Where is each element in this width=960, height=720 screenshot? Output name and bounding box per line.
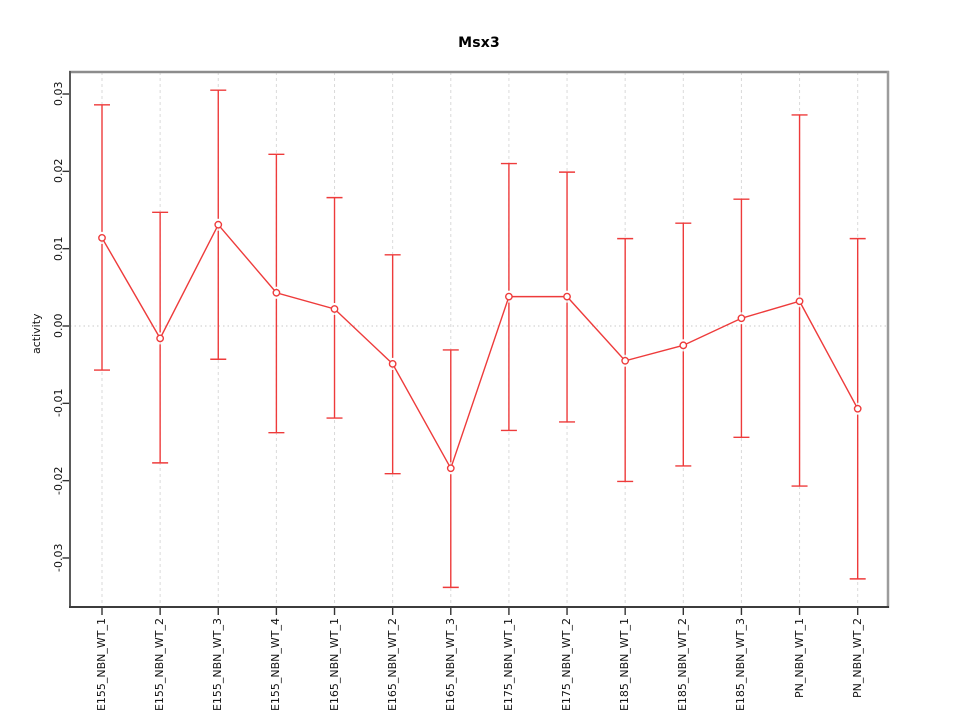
data-point <box>388 359 397 368</box>
data-point <box>795 297 804 306</box>
data-point <box>272 288 281 297</box>
data-point <box>446 464 455 473</box>
x-tick-label: E165_NBN_WT_1 <box>327 618 341 712</box>
data-point <box>563 292 571 301</box>
x-tick-label: E165_NBN_WT_2 <box>385 618 399 712</box>
data-point <box>98 233 106 242</box>
error-bars <box>94 89 866 589</box>
y-tick-label: -0.03 <box>52 543 65 573</box>
x-tick-label: E185_NBN_WT_2 <box>676 618 690 712</box>
x-tick-label: E155_NBN_WT_3 <box>211 618 225 712</box>
data-point <box>505 292 513 301</box>
axis-ticks <box>62 93 859 615</box>
chart-title: Msx3 <box>458 35 500 51</box>
x-tick-label: E175_NBN_WT_2 <box>560 618 574 712</box>
x-tick-label: E185_NBN_WT_1 <box>618 618 632 712</box>
data-points <box>98 220 862 473</box>
x-tick-label: E175_NBN_WT_1 <box>501 618 515 712</box>
y-tick-label: 0.02 <box>52 159 65 184</box>
x-tick-label: E155_NBN_WT_2 <box>153 618 167 712</box>
data-point <box>214 220 223 229</box>
y-tick-label: 0.01 <box>52 236 65 261</box>
y-tick-label: -0.02 <box>52 466 65 495</box>
gridlines <box>70 72 888 607</box>
series-line <box>101 223 859 471</box>
x-tick-label: E165_NBN_WT_3 <box>443 618 457 712</box>
y-tick-label: -0.01 <box>52 389 65 418</box>
data-point <box>737 314 746 323</box>
data-point <box>679 341 688 350</box>
data-point <box>621 356 630 365</box>
x-tick-label: E155_NBN_WT_4 <box>269 618 283 712</box>
x-tick-label: PN_NBN_WT_2 <box>850 618 864 698</box>
y-tick-label: 0.03 <box>52 81 65 107</box>
y-tick-label: 0.00 <box>52 313 65 339</box>
x-tick-label: E185_NBN_WT_3 <box>734 618 748 712</box>
data-point <box>853 404 862 413</box>
data-point <box>330 305 339 313</box>
plot-border <box>69 70 890 608</box>
x-tick-label: PN_NBN_WT_1 <box>792 618 806 698</box>
data-point <box>156 334 165 343</box>
x-tick-label: E155_NBN_WT_1 <box>95 618 108 712</box>
